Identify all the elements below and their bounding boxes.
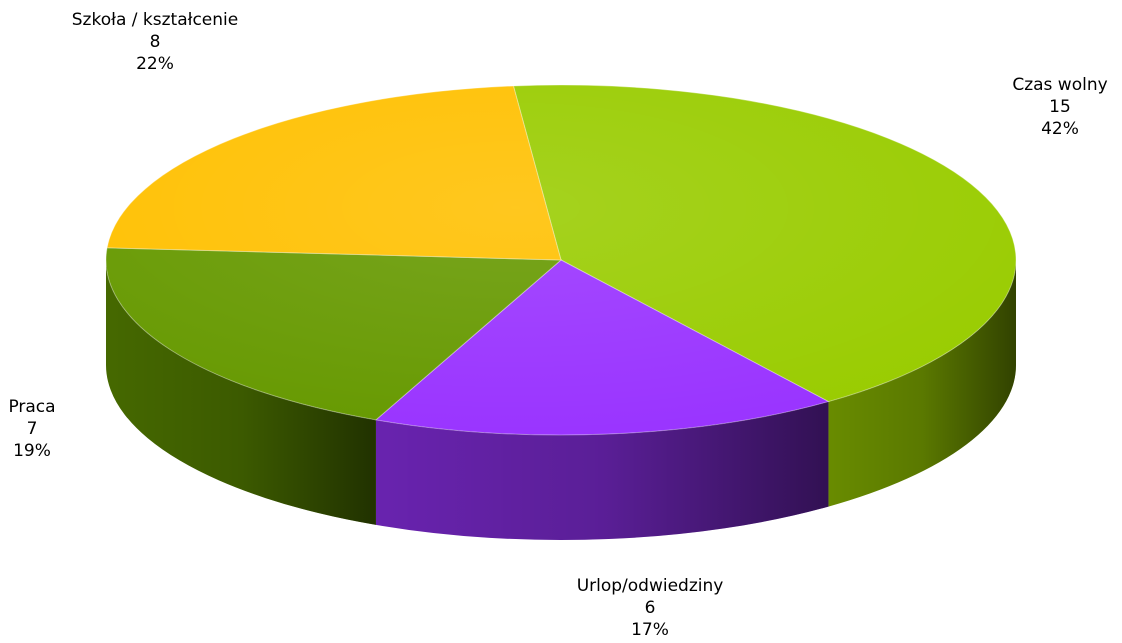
- slice-name: Praca: [8, 397, 56, 417]
- slice-value: 15: [1049, 97, 1071, 117]
- slice-value: 7: [26, 419, 38, 439]
- slice-percent: 17%: [631, 620, 669, 640]
- slice-label-czas-wolny: Czas wolny 15 42%: [1000, 74, 1120, 140]
- slice-percent: 22%: [136, 54, 174, 74]
- slice-name: Czas wolny: [1012, 75, 1108, 95]
- slice-side-shade-urlop-odwiedziny: [375, 401, 829, 540]
- slice-label-szkola-ksztalcenie: Szkoła / kształcenie 8 22%: [55, 9, 255, 75]
- slice-label-urlop-odwiedziny: Urlop/odwiedziny 6 17%: [545, 575, 755, 641]
- slice-value: 8: [149, 32, 161, 52]
- slice-name: Urlop/odwiedziny: [576, 576, 724, 596]
- slice-szkola-ksztalcenie: [106, 85, 562, 261]
- slice-value: 6: [644, 598, 656, 618]
- slice-name: Szkoła / kształcenie: [71, 10, 239, 30]
- slice-percent: 19%: [13, 441, 51, 461]
- slice-percent: 42%: [1041, 119, 1079, 139]
- slice-label-praca: Praca 7 19%: [2, 396, 62, 462]
